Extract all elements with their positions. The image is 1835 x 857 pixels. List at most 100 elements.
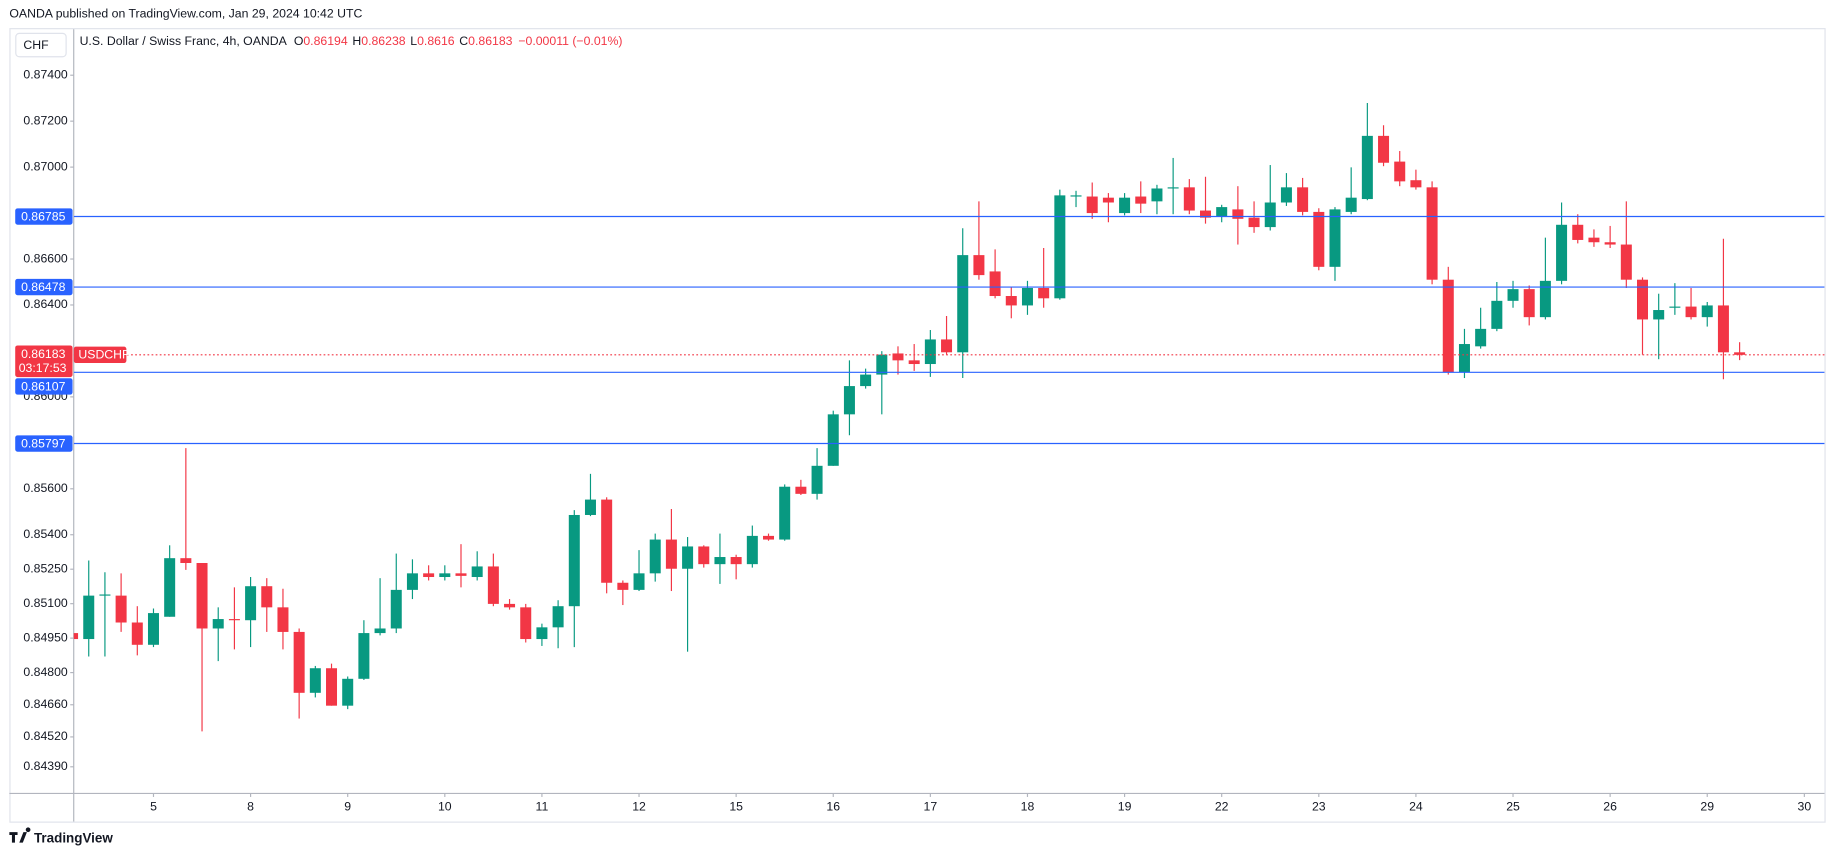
level-label-box <box>15 278 73 296</box>
candle-body <box>568 514 580 607</box>
candle-body <box>1572 224 1584 240</box>
candle-body <box>584 499 596 515</box>
candle-body <box>261 586 273 608</box>
y-tick-label: 0.84390 <box>23 759 68 773</box>
x-tick-label: 5 <box>150 800 157 814</box>
legend-title: U.S. Dollar / Swiss Franc, 4h, OANDA <box>80 34 288 48</box>
candle-body <box>1734 352 1746 355</box>
candle-body <box>779 486 791 540</box>
candle-body <box>1329 209 1341 267</box>
x-tick-label: 19 <box>1118 800 1132 814</box>
candle-body <box>455 573 467 576</box>
candle-body <box>1038 287 1050 299</box>
candle-body <box>730 557 742 565</box>
logo <box>9 827 31 843</box>
ohlc-letter: H <box>352 34 361 48</box>
candle-body <box>876 354 888 375</box>
level-label: 0.86478 <box>21 280 66 294</box>
candle-body <box>1426 187 1438 280</box>
candle-body <box>1378 135 1390 163</box>
candle-body <box>99 594 111 596</box>
candle-body <box>1620 244 1632 280</box>
candle-body <box>1523 289 1535 318</box>
candle-body <box>423 573 435 578</box>
y-tick-label: 0.85400 <box>23 527 68 541</box>
y-tick-label: 0.86600 <box>23 251 68 265</box>
candle-body <box>277 607 289 632</box>
candle-body <box>746 535 758 565</box>
x-tick-label: 16 <box>826 800 840 814</box>
y-tick-label: 0.84950 <box>23 630 68 644</box>
candle-body <box>326 668 338 706</box>
symbol-label-box <box>73 346 127 364</box>
level-label: 0.85797 <box>21 436 66 450</box>
candle-body <box>811 465 823 494</box>
x-tick-label: 11 <box>536 800 549 814</box>
candle-body <box>1280 187 1292 203</box>
candle-body <box>1021 287 1033 306</box>
y-tick-label: 0.86400 <box>23 297 68 311</box>
candle-body <box>196 562 208 629</box>
candle-body <box>989 271 1001 297</box>
x-tick-label: 10 <box>438 800 452 814</box>
candle-body <box>1135 196 1147 204</box>
price-label-box <box>15 345 73 378</box>
candle-body <box>1264 202 1276 228</box>
candle-body <box>1297 187 1309 212</box>
candle-body <box>439 573 451 578</box>
symbol-label: USDCHF <box>78 348 129 362</box>
candle-body <box>212 619 224 629</box>
x-tick-label: 17 <box>924 800 938 814</box>
candle-body <box>342 678 354 706</box>
overlay: 0.874000.872000.870000.866000.864000.860… <box>15 67 1812 814</box>
candle-body <box>1361 135 1373 200</box>
candle-body <box>1345 197 1357 212</box>
candle-body <box>1604 242 1616 245</box>
candle-body <box>682 546 694 569</box>
candle-body <box>504 603 516 608</box>
candle-body <box>1717 305 1729 353</box>
level-label: 0.86785 <box>21 209 66 223</box>
candle-body <box>1442 279 1454 373</box>
y-tick-label: 0.87000 <box>23 159 68 173</box>
frame <box>9 28 1826 823</box>
x-tick-label: 8 <box>247 800 254 814</box>
candle-body <box>487 566 499 604</box>
x-tick-label: 23 <box>1312 800 1326 814</box>
legend: U.S. Dollar / Swiss Franc, 4h, OANDA O 0.8… <box>80 34 623 48</box>
candle-body <box>892 353 904 361</box>
level-label-box <box>15 378 73 395</box>
level-label-box <box>15 435 73 452</box>
x-tick-label: 30 <box>1798 800 1812 814</box>
candle-body <box>390 589 402 629</box>
ohlc-letter: O <box>294 34 304 48</box>
candle-body <box>1102 197 1114 203</box>
plot <box>73 103 1825 732</box>
currency-button[interactable] <box>15 32 67 58</box>
ohlc-value: 0.8616 <box>417 34 455 48</box>
ohlc-value: 0.86183 <box>468 34 513 48</box>
countdown: 03:17:53 <box>19 361 67 375</box>
candle-body <box>843 386 855 415</box>
candle-body <box>73 633 79 640</box>
candle-body <box>1054 195 1066 299</box>
candle-body <box>665 539 677 569</box>
y-tick-label: 0.84800 <box>23 665 68 679</box>
x-tick-label: 25 <box>1506 800 1520 814</box>
candle-body <box>827 414 839 466</box>
candle-body <box>1119 197 1131 214</box>
x-tick-label: 9 <box>344 800 351 814</box>
candle-body <box>552 606 564 628</box>
candle-body <box>698 546 710 565</box>
y-tick-label: 0.85250 <box>23 561 68 575</box>
candle-body <box>1669 306 1681 308</box>
level-label: 0.86107 <box>21 379 66 393</box>
candle-body <box>131 622 143 645</box>
candle-body <box>1556 224 1568 281</box>
candle-body <box>83 595 95 640</box>
candle-body <box>471 566 483 578</box>
candle-body <box>1653 310 1665 320</box>
currency[interactable]: CHF <box>23 38 48 52</box>
